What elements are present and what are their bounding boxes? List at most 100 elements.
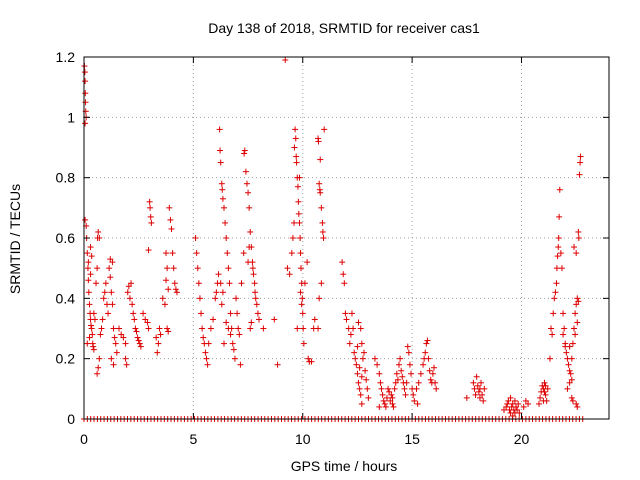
data-point <box>286 271 293 278</box>
data-point <box>522 397 529 404</box>
data-point <box>164 325 171 332</box>
data-point <box>411 397 418 404</box>
data-point <box>293 153 300 160</box>
data-point <box>358 373 365 380</box>
data-point <box>101 289 108 296</box>
data-point <box>136 340 143 347</box>
data-point <box>122 355 129 362</box>
data-point <box>204 361 211 368</box>
data-point <box>85 259 92 266</box>
data-point <box>85 289 92 296</box>
data-point <box>95 364 102 371</box>
data-point <box>170 265 177 272</box>
data-point <box>296 174 303 181</box>
data-point <box>254 310 261 317</box>
data-point <box>575 228 582 235</box>
data-point <box>169 250 176 257</box>
data-point <box>252 295 259 302</box>
data-point <box>355 319 362 326</box>
data-point <box>123 361 130 368</box>
data-point <box>362 367 369 374</box>
data-point <box>146 198 153 205</box>
data-point <box>557 250 564 257</box>
data-point <box>311 316 318 323</box>
data-point <box>513 403 520 410</box>
data-point <box>351 349 358 356</box>
data-point <box>109 301 116 308</box>
data-point <box>433 385 440 392</box>
data-point <box>520 403 527 410</box>
data-point <box>304 259 311 266</box>
data-point <box>363 376 370 383</box>
data-point <box>357 391 364 398</box>
data-point <box>340 271 347 278</box>
data-point <box>198 310 205 317</box>
data-point <box>318 280 325 287</box>
data-point <box>478 379 485 386</box>
data-point <box>577 159 584 166</box>
data-point <box>103 301 110 308</box>
data-point <box>355 379 362 386</box>
data-point <box>315 325 322 332</box>
data-point <box>292 135 299 142</box>
y-axis-label: SRMTID / TECUs <box>7 184 23 294</box>
data-point <box>98 325 105 332</box>
data-point <box>574 295 581 302</box>
data-point <box>381 400 388 407</box>
data-point <box>145 247 152 254</box>
data-point <box>358 400 365 407</box>
x-tick-label: 15 <box>404 431 420 447</box>
data-point <box>108 289 115 296</box>
data-point <box>124 289 131 296</box>
data-point <box>516 409 523 416</box>
data-point <box>251 280 258 287</box>
data-point <box>553 280 560 287</box>
data-point <box>403 379 410 386</box>
data-point <box>480 397 487 404</box>
data-point <box>429 370 436 377</box>
data-point <box>133 328 140 335</box>
data-point <box>511 397 518 404</box>
data-point <box>393 370 400 377</box>
data-point <box>113 349 120 356</box>
data-point <box>359 355 366 362</box>
data-point <box>342 310 349 317</box>
y-tick-label: 0.8 <box>56 170 76 186</box>
data-point <box>423 340 430 347</box>
data-point <box>108 355 115 362</box>
data-point <box>476 394 483 401</box>
data-point <box>317 189 324 196</box>
data-point <box>297 289 304 296</box>
data-point <box>556 186 563 193</box>
data-point <box>289 235 296 241</box>
data-point <box>566 343 573 350</box>
data-point <box>195 280 202 287</box>
data-point <box>245 189 252 196</box>
data-point <box>145 325 152 332</box>
data-point <box>420 361 427 368</box>
data-point <box>541 379 548 386</box>
data-point <box>408 370 415 377</box>
data-point <box>357 325 364 332</box>
data-point <box>291 219 297 226</box>
data-point <box>542 391 549 398</box>
data-point <box>402 391 409 398</box>
data-point <box>294 183 301 190</box>
data-point <box>514 406 521 413</box>
data-point <box>200 334 207 341</box>
data-point <box>560 310 567 317</box>
data-point <box>105 310 112 317</box>
data-point <box>253 301 260 308</box>
data-point <box>128 280 135 287</box>
data-point <box>558 265 565 272</box>
data-point <box>569 340 576 347</box>
data-point <box>541 388 548 395</box>
data-point <box>226 280 233 287</box>
data-point <box>240 250 247 257</box>
data-point <box>354 343 361 350</box>
data-point <box>389 394 396 401</box>
data-point <box>221 204 227 211</box>
data-point <box>548 325 555 332</box>
y-tick-label: 0 <box>67 411 75 427</box>
data-point <box>405 349 412 356</box>
